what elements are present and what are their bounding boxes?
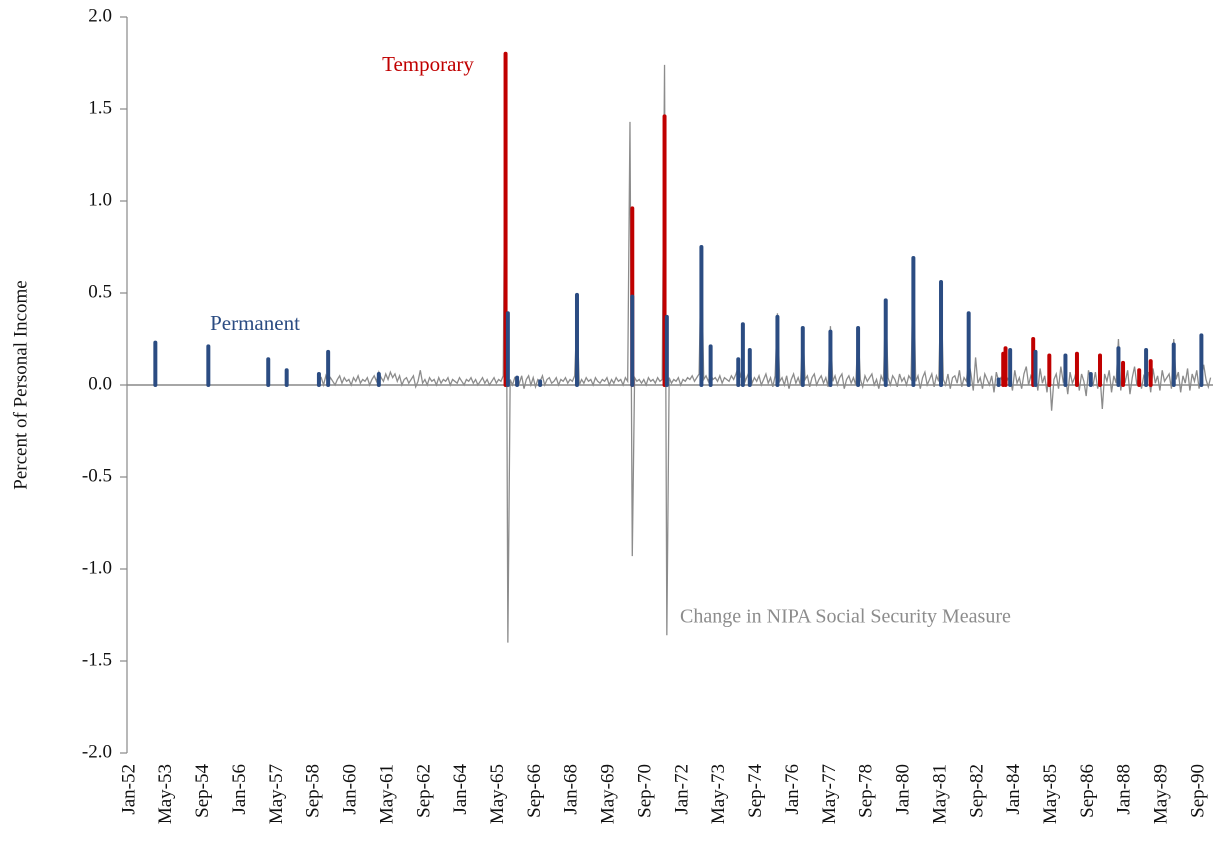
x-tick-label: Jan-60 <box>340 764 361 815</box>
y-tick-label: -1.0 <box>82 557 112 578</box>
x-tick-label: Jan-84 <box>1003 764 1024 815</box>
y-tick-label: 1.5 <box>88 97 112 118</box>
x-tick-label: Sep-70 <box>634 764 655 818</box>
annotation-change: Change in NIPA Social Security Measure <box>680 606 1011 628</box>
x-tick-label: May-65 <box>487 764 508 824</box>
y-axis-label: Percent of Personal Income <box>10 280 31 489</box>
x-tick-label: Sep-82 <box>966 764 987 818</box>
x-tick-label: Jan-80 <box>893 764 914 815</box>
x-tick-label: Sep-62 <box>413 764 434 818</box>
x-tick-label: Jan-64 <box>450 764 471 815</box>
y-tick-label: -0.5 <box>82 465 112 486</box>
x-tick-label: May-61 <box>376 764 397 824</box>
x-tick-label: May-77 <box>819 764 840 824</box>
x-tick-label: Jan-88 <box>1114 764 1135 815</box>
y-tick-label: 1.0 <box>88 189 112 210</box>
x-tick-label: Sep-78 <box>856 764 877 818</box>
annotation-permanent: Permanent <box>210 311 300 335</box>
ticks: 2.0 1.5 1.0 0.5 0.0 -0.5 -1.0 -1.5 -2.0 Jan-52 May… <box>82 5 1213 824</box>
x-tick-label: Jan-72 <box>671 764 692 815</box>
x-tick-label: Jan-76 <box>782 764 803 815</box>
x-tick-label: May-53 <box>155 764 176 824</box>
x-tick-label: Sep-90 <box>1187 764 1208 818</box>
x-tick-label: Sep-54 <box>192 764 213 818</box>
annotation-temporary: Temporary <box>382 52 474 76</box>
annotations: Temporary Permanent Change in NIPA Socia… <box>210 52 1011 628</box>
x-tick-label: May-69 <box>598 764 619 824</box>
x-tick-label: May-81 <box>929 764 950 824</box>
x-tick-label: Sep-58 <box>303 764 324 818</box>
x-tick-label: Jan-68 <box>561 764 582 815</box>
data-marks <box>153 51 1212 643</box>
y-tick-label: -2.0 <box>82 741 112 762</box>
y-tick-label: 0.0 <box>88 373 112 394</box>
x-tick-label: Sep-74 <box>745 764 766 818</box>
x-tick-label: May-85 <box>1040 764 1061 824</box>
y-tick-label: -1.5 <box>82 649 112 670</box>
x-tick-label: Sep-86 <box>1077 764 1098 818</box>
x-tick-label: Jan-52 <box>118 764 139 815</box>
y-tick-label: 0.5 <box>88 281 112 302</box>
series-line <box>318 62 1212 643</box>
x-tick-label: Jan-56 <box>229 764 250 815</box>
x-tick-label: May-73 <box>708 764 729 824</box>
x-tick-label: May-89 <box>1151 764 1172 824</box>
x-tick-label: May-57 <box>266 764 287 824</box>
x-tick-label: Sep-66 <box>524 764 545 818</box>
y-tick-label: 2.0 <box>88 5 112 26</box>
